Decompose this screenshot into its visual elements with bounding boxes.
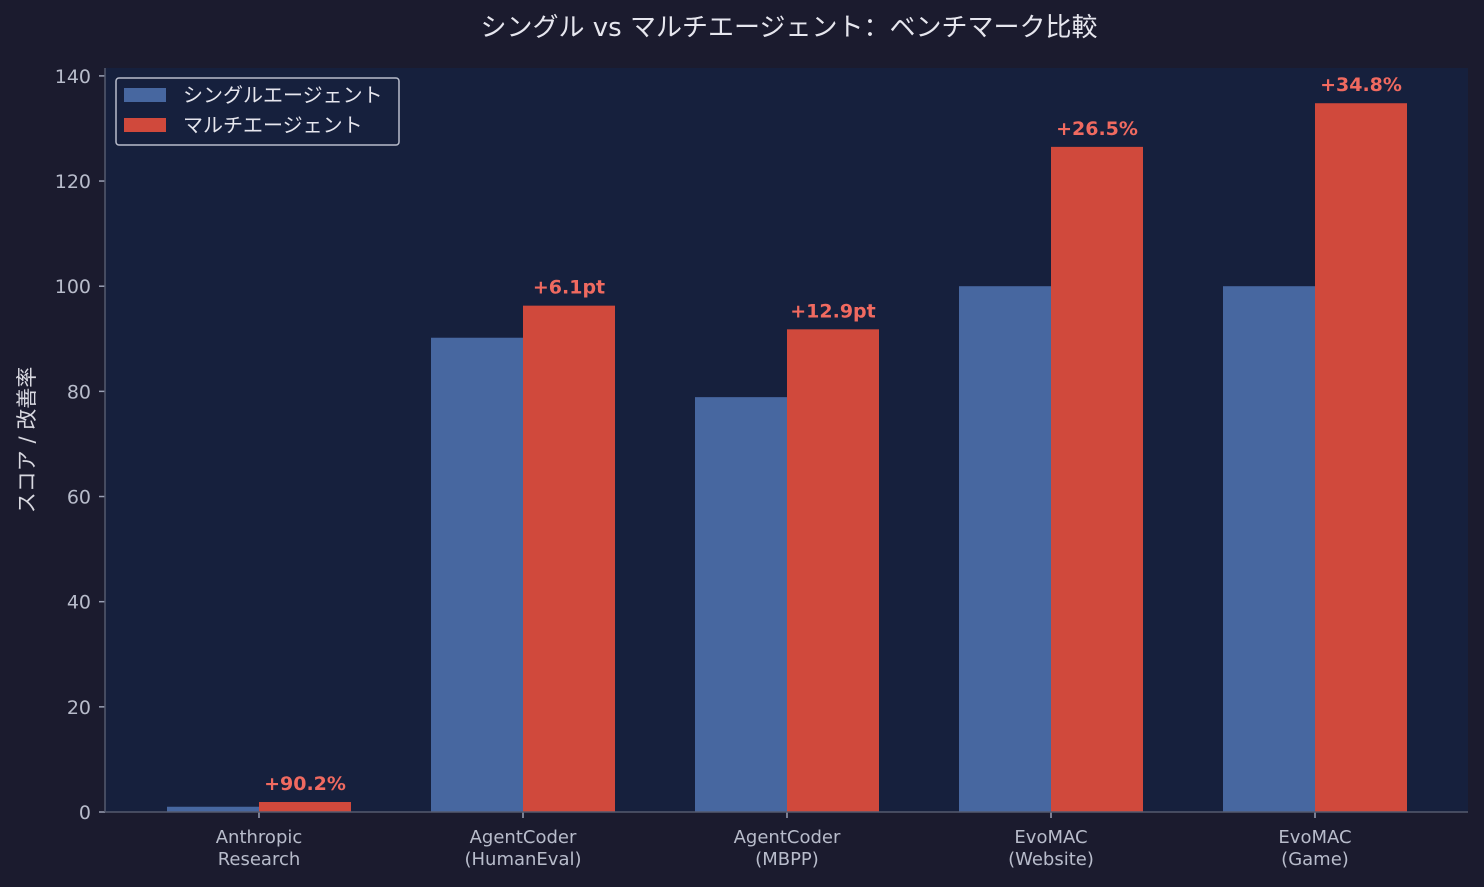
y-tick-label: 80 [67, 381, 91, 403]
chart-title: シングル vs マルチエージェント：ベンチマーク比較 [481, 13, 1098, 43]
y-tick-label: 0 [79, 802, 91, 824]
improvement-label: +34.8% [1320, 74, 1402, 96]
bar-single [1223, 286, 1315, 812]
bar-single [167, 806, 259, 812]
x-tick-label: EvoMAC [1278, 827, 1351, 848]
improvement-label: +6.1pt [533, 277, 605, 299]
legend-label-multi: マルチエージェント [183, 113, 363, 137]
bar-single [431, 337, 523, 812]
bar-multi [259, 802, 351, 812]
y-tick-label: 120 [55, 171, 91, 193]
improvement-label: +26.5% [1056, 118, 1138, 140]
y-tick-label: 40 [67, 592, 91, 614]
x-tick-label: EvoMAC [1014, 827, 1087, 848]
bar-multi [1315, 103, 1407, 812]
y-tick-label: 20 [67, 697, 91, 719]
legend: シングルエージェント マルチエージェント [115, 77, 400, 146]
bar-multi [523, 305, 615, 812]
legend-swatch-multi [124, 118, 166, 132]
x-tick-label: Anthropic [216, 827, 303, 848]
x-tick-label: (Website) [1008, 849, 1094, 870]
improvement-label: +12.9pt [790, 300, 875, 322]
x-tick-label: (MBPP) [755, 849, 819, 870]
improvement-label: +90.2% [264, 773, 346, 795]
x-tick-label: AgentCoder [734, 827, 841, 848]
y-axis-label: スコア / 改善率 [15, 367, 39, 513]
bar-multi [1051, 146, 1143, 812]
y-tick-label: 60 [67, 487, 91, 509]
x-tick-label: (HumanEval) [464, 849, 581, 870]
x-tick-label: (Game) [1281, 849, 1349, 870]
bar-single [695, 397, 787, 812]
bar-multi [787, 329, 879, 812]
x-tick-label: Research [218, 849, 301, 870]
legend-label-single: シングルエージェント [183, 83, 383, 107]
y-tick-label: 100 [55, 276, 91, 298]
bar-single [959, 286, 1051, 812]
legend-box [115, 77, 400, 146]
legend-swatch-single [124, 88, 166, 102]
x-tick-label: AgentCoder [470, 827, 577, 848]
y-tick-label: 140 [55, 66, 91, 88]
